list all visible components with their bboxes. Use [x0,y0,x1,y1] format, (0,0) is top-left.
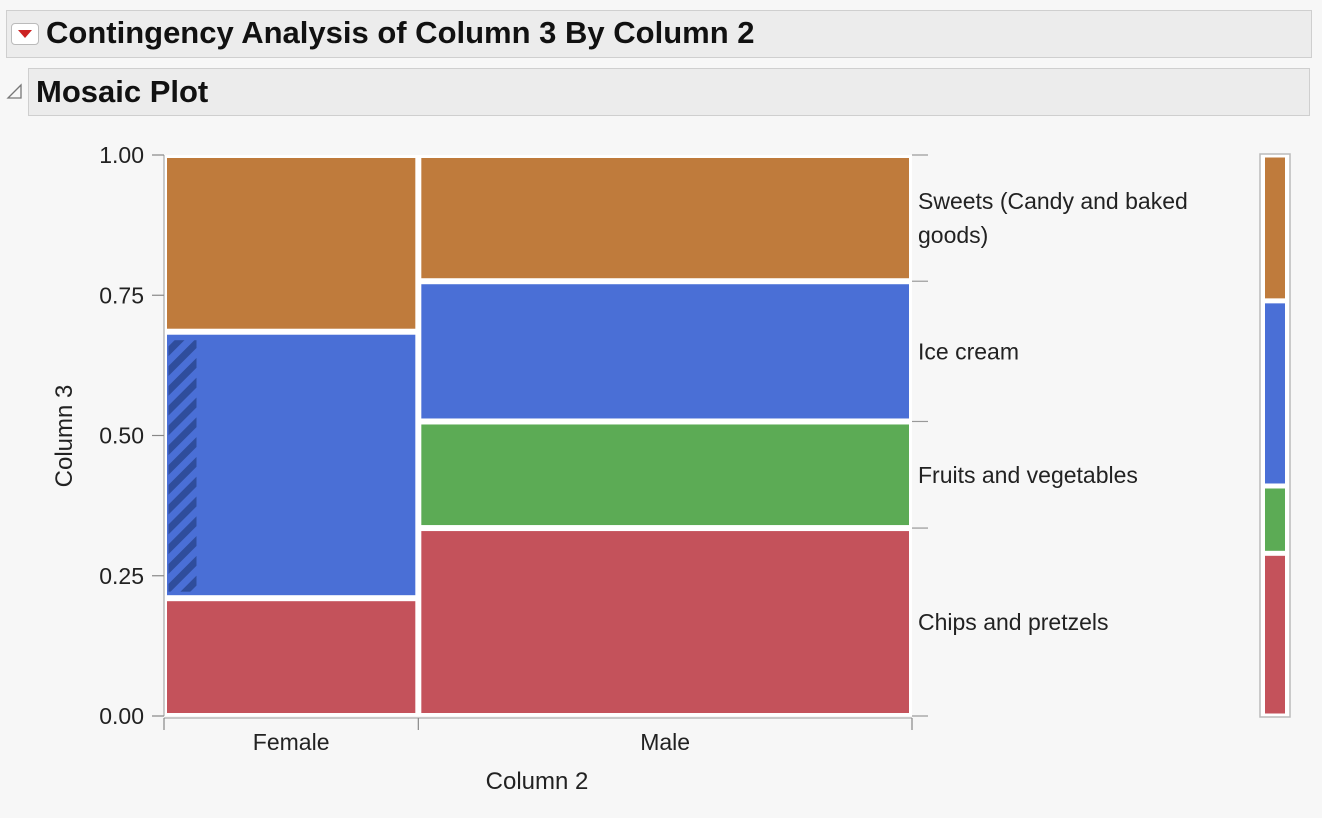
red-down-triangle-icon [18,30,32,38]
mosaic-cell-male-chips-and-pretzels[interactable] [420,530,910,714]
y-tick-label: 0.00 [99,703,144,729]
selection-hatch [168,340,197,592]
y-tick-label: 0.50 [99,423,144,449]
overall-share-fruits-and-vegetables [1265,488,1285,551]
mosaic-cell-female-sweets-candy-and-baked-goods[interactable] [166,157,417,330]
section-title: Mosaic Plot [36,74,209,109]
level-label-fruits-and-vegetables: Fruits and vegetables [918,462,1138,488]
overall-share-sweets-candy-and-baked-goods [1265,157,1285,299]
y-axis-label: Column 3 [51,385,78,488]
mosaic-cell-female-ice-cream[interactable] [166,333,417,597]
report-header [6,10,1312,58]
y-tick-label: 0.75 [99,282,144,308]
level-label-chips-and-pretzels: Chips and pretzels [918,609,1109,635]
overall-share-chips-and-pretzels [1265,555,1285,714]
mosaic-cell-male-fruits-and-vegetables[interactable] [420,423,910,527]
level-label-ice-cream: Ice cream [918,338,1019,364]
x-tick-label: Male [640,729,690,755]
mosaic-cell-male-ice-cream[interactable] [420,283,910,420]
y-tick-label: 0.25 [99,563,144,589]
x-axis-label: Column 2 [486,768,589,795]
red-triangle-menu-button[interactable] [11,23,39,45]
mosaic-cell-male-sweets-candy-and-baked-goods[interactable] [420,157,910,280]
overall-share-ice-cream [1265,303,1285,484]
outline-collapse-triangle-icon[interactable] [6,82,24,100]
y-tick-label: 1.00 [99,142,144,168]
x-tick-label: Female [253,729,330,755]
report-title: Contingency Analysis of Column 3 By Colu… [46,15,755,50]
mosaic-cell-female-chips-and-pretzels[interactable] [166,600,417,714]
section-header [28,68,1310,116]
level-label-sweets-candy-and-baked-goods: Sweets (Candy and baked goods) [918,188,1188,248]
